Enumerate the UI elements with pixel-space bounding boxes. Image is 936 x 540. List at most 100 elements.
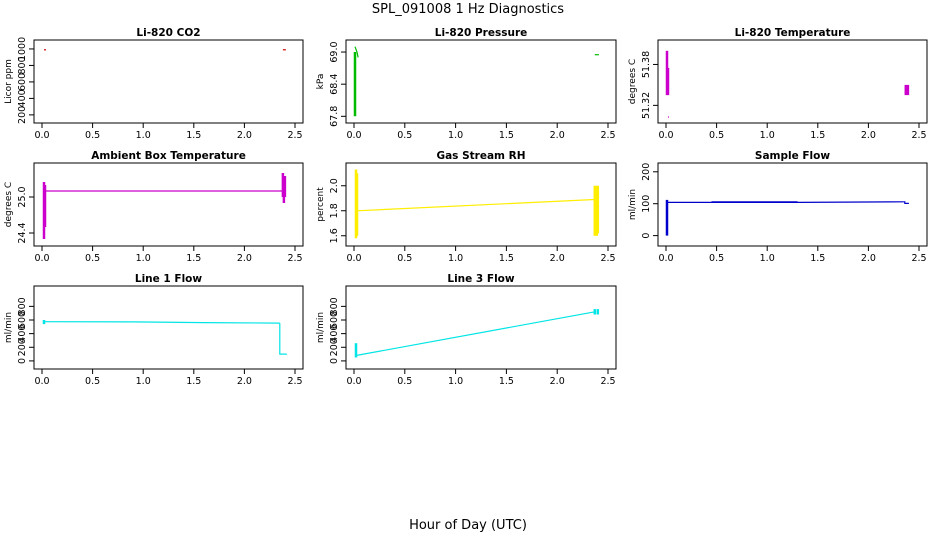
panel-title: Line 1 Flow [135, 273, 202, 285]
x-tick-label: 0.5 [85, 253, 100, 264]
y-tick-label: 2.0 [329, 178, 340, 193]
panel-7: Line 1 Flow 0.0 0.5 1.0 1.5 2.0 2.5 0 2004006008… [4, 273, 304, 387]
x-tick-label: 0.5 [397, 253, 412, 264]
panel-4: Ambient Box Temperature 0.0 0.5 1.0 1.5 2.0 2.… [4, 150, 304, 264]
x-tick-label: 2.5 [600, 130, 615, 141]
data-series-line [355, 311, 595, 357]
x-tick-label: 0.5 [397, 376, 412, 387]
x-tick-label: 2.0 [237, 130, 252, 141]
y-axis-label: kPa [316, 74, 326, 90]
plot-frame [657, 162, 928, 247]
panel-1: Li-820 CO2 0.0 0.5 1.0 1.5 2.0 2.5 200400600800… [4, 27, 304, 141]
y-tick-label: 51.38 [641, 51, 652, 78]
panel-5: Gas Stream RH 0.0 0.5 1.0 1.5 2.0 2.5 1.6 1.8 2.0… [316, 150, 617, 264]
y-tick-label: 1.6 [329, 228, 340, 243]
panel-title: Line 3 Flow [447, 273, 514, 285]
x-tick-label: 2.5 [911, 130, 926, 141]
y-tick-label: 200 [17, 338, 28, 356]
plot-frame [345, 285, 617, 370]
y-tick-label: 1000 [17, 37, 28, 61]
panel-8: Line 3 Flow 0.0 0.5 1.0 1.5 2.0 2.5 0 2004006008… [316, 273, 617, 387]
x-tick-label: 0.0 [658, 253, 673, 264]
x-tick-label: 1.5 [499, 376, 514, 387]
x-tick-label: 2.5 [287, 130, 302, 141]
panel-title: Li-820 Pressure [435, 27, 528, 39]
panel-3: Li-820 Temperature 0.0 0.5 1.0 1.5 2.0 2.5 51.3… [628, 27, 928, 141]
data-series-line [354, 46, 359, 58]
data-series-line [279, 323, 287, 355]
x-tick-label: 1.5 [810, 130, 825, 141]
y-tick-label: 67.8 [329, 106, 340, 127]
x-tick-label: 1.5 [186, 130, 201, 141]
y-tick-label: 600 [329, 311, 340, 329]
x-tick-label: 1.0 [136, 130, 151, 141]
x-tick-label: 1.0 [136, 253, 151, 264]
figure-title: SPL_091008 1 Hz Diagnostics [371, 2, 565, 17]
panel-title: Sample Flow [755, 150, 830, 162]
x-tick-label: 1.0 [448, 253, 463, 264]
x-tick-label: 2.0 [550, 376, 565, 387]
x-tick-label: 1.5 [186, 253, 201, 264]
plot-frame [33, 39, 304, 124]
data-series-line [356, 198, 595, 212]
x-tick-label: 0.5 [85, 376, 100, 387]
x-tick-label: 2.0 [861, 130, 876, 141]
x-tick-label: 0.0 [34, 253, 49, 264]
y-axis-label: ml/min [628, 189, 638, 220]
panel-6: Sample Flow 0.0 0.5 1.0 1.5 2.0 2.5 0 100 200ml/m… [628, 150, 928, 264]
x-tick-label: 1.5 [186, 376, 201, 387]
data-series-line [903, 201, 909, 204]
x-tick-label: 0.0 [346, 253, 361, 264]
x-tick-label: 2.5 [287, 253, 302, 264]
x-tick-label: 2.0 [861, 253, 876, 264]
y-axis-label: ml/min [4, 312, 14, 343]
x-tick-label: 0.0 [346, 376, 361, 387]
x-axis-title: Hour of Day (UTC) [409, 518, 527, 533]
x-tick-label: 1.0 [448, 376, 463, 387]
y-tick-label: 100 [641, 195, 652, 213]
panel-2: Li-820 Pressure 0.0 0.5 1.0 1.5 2.0 2.5 67.8 68.… [316, 27, 617, 141]
plot-frame [345, 162, 617, 247]
x-tick-label: 1.5 [499, 130, 514, 141]
y-tick-label: 51.32 [641, 92, 652, 119]
x-tick-label: 1.0 [448, 130, 463, 141]
x-tick-label: 2.0 [237, 253, 252, 264]
y-tick-label: 200 [17, 106, 28, 124]
x-tick-label: 2.0 [237, 376, 252, 387]
y-tick-label: 24.4 [17, 222, 28, 243]
y-tick-label: 400 [17, 89, 28, 107]
data-series-line [43, 321, 280, 324]
y-axis-label: degrees C [4, 182, 14, 227]
panel-title: Li-820 CO2 [136, 27, 200, 39]
plot-frame [657, 39, 928, 124]
y-axis-label: degrees C [628, 59, 638, 104]
x-tick-label: 0.5 [709, 130, 724, 141]
y-tick-label: 0 [641, 233, 652, 239]
y-tick-label: 400 [329, 325, 340, 343]
panel-title: Ambient Box Temperature [91, 150, 246, 162]
x-tick-label: 2.5 [911, 253, 926, 264]
y-tick-label: 600 [17, 73, 28, 91]
y-tick-label: 800 [17, 56, 28, 74]
plot-frame [345, 39, 617, 124]
x-tick-label: 0.5 [709, 253, 724, 264]
panel-title: Li-820 Temperature [735, 27, 851, 39]
y-tick-label: 69.0 [329, 41, 340, 62]
panel-title: Gas Stream RH [436, 150, 525, 162]
plot-frame [33, 162, 304, 247]
x-tick-label: 0.0 [346, 130, 361, 141]
x-tick-label: 1.5 [499, 253, 514, 264]
y-axis-label: ml/min [316, 312, 326, 343]
y-tick-label: 68.4 [329, 74, 340, 95]
y-axis-label: percent [316, 187, 326, 222]
y-tick-label: 800 [329, 297, 340, 315]
x-tick-label: 2.0 [550, 253, 565, 264]
y-tick-label: 600 [17, 311, 28, 329]
x-tick-label: 1.0 [136, 376, 151, 387]
x-tick-label: 2.5 [600, 376, 615, 387]
x-tick-label: 0.0 [658, 130, 673, 141]
y-tick-label: 1.8 [329, 203, 340, 218]
x-tick-label: 1.0 [760, 130, 775, 141]
y-tick-label: 0 [17, 358, 28, 364]
